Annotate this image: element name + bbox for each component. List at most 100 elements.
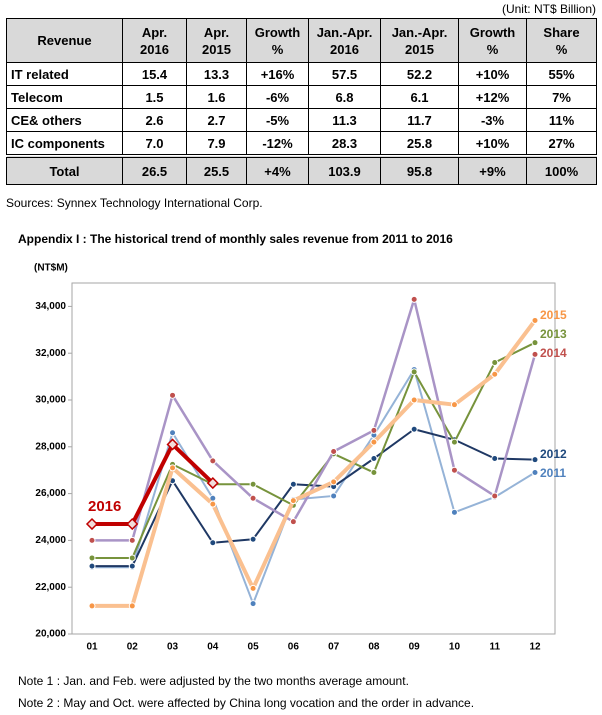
data-point <box>249 584 257 592</box>
data-point <box>249 535 257 543</box>
table-cell: Total <box>6 154 123 185</box>
table-cell: Growth % <box>246 18 309 63</box>
x-tick-label: 07 <box>328 642 340 653</box>
series-line <box>92 442 215 527</box>
x-tick-label: 12 <box>529 642 541 653</box>
table-cell: 27% <box>526 131 597 157</box>
data-point <box>88 536 96 544</box>
data-point <box>491 455 499 462</box>
table-cell: +9% <box>458 154 527 185</box>
table-cell: IC components <box>6 131 123 157</box>
table-cell: Apr. 2015 <box>186 18 247 63</box>
y-tick-label: 26,000 <box>35 488 66 499</box>
x-tick-label: 02 <box>127 642 139 653</box>
table-cell: 7.9 <box>186 131 247 157</box>
data-point <box>370 438 378 446</box>
data-point <box>410 368 418 376</box>
y-tick-label: 34,000 <box>35 301 66 312</box>
data-point <box>330 447 338 455</box>
series-line <box>92 298 537 542</box>
series-line <box>92 319 537 608</box>
table-cell: 57.5 <box>308 62 381 86</box>
table-cell: Telecom <box>6 85 123 109</box>
table-cell: 25.5 <box>186 154 247 185</box>
series-label: 2013 <box>540 327 567 341</box>
data-point <box>126 517 139 531</box>
table-cell: CE& others <box>6 108 123 132</box>
table-row: CE& others 2.6 2.7 -5% 11.3 11.7 -3% 11% <box>6 108 597 132</box>
table-cell: 11% <box>526 108 597 132</box>
x-tick-label: 03 <box>167 642 179 653</box>
data-point <box>370 455 378 462</box>
series-label: 2016 <box>88 498 121 515</box>
data-point <box>85 517 99 531</box>
data-point <box>128 562 136 570</box>
table-cell: 55% <box>526 62 597 86</box>
table-row: Total 26.5 25.5 +4% 103.9 95.8 +9% 100% <box>6 154 597 185</box>
table-cell: Share % <box>526 18 597 63</box>
table-cell: 6.8 <box>308 85 381 109</box>
data-point <box>88 562 96 570</box>
series-label: 2014 <box>540 346 567 360</box>
data-point <box>410 396 418 404</box>
data-point <box>209 457 217 465</box>
x-tick-label: 06 <box>288 642 300 653</box>
note: Note 1 : Jan. and Feb. were adjusted by … <box>18 674 409 688</box>
x-tick-label: 08 <box>368 642 380 653</box>
table-cell: 52.2 <box>380 62 459 86</box>
table-cell: -5% <box>246 108 309 132</box>
data-point <box>410 295 418 303</box>
table-cell: -12% <box>246 131 309 157</box>
y-tick-label: 28,000 <box>35 441 66 452</box>
data-point <box>206 477 219 490</box>
y-tick-label: 32,000 <box>35 348 66 359</box>
plot-area <box>71 282 556 635</box>
table-row: IT related 15.4 13.3 +16% 57.5 52.2 +10% 55% <box>6 62 597 86</box>
table-cell: IT related <box>6 62 123 86</box>
y-tick-label: 30,000 <box>35 395 66 406</box>
table-cell: +12% <box>458 85 527 109</box>
data-point <box>491 359 499 367</box>
table-cell: 2.7 <box>186 108 247 132</box>
table-cell: -6% <box>246 85 309 109</box>
data-point <box>370 426 378 434</box>
x-tick-label: 05 <box>248 642 260 653</box>
table-cell: 6.1 <box>380 85 459 109</box>
note: Note 2 : May and Oct. were affected by C… <box>18 696 474 710</box>
series-label: 2012 <box>540 447 567 461</box>
table-cell: 1.6 <box>186 85 247 109</box>
y-axis-label: (NT$M) <box>34 263 68 274</box>
data-point <box>531 469 539 477</box>
table-cell: +10% <box>458 131 527 157</box>
table-cell: 2.6 <box>122 108 187 132</box>
table-cell: Apr. 2016 <box>122 18 187 63</box>
data-point <box>88 554 96 562</box>
table-cell: Jan.-Apr. 2015 <box>380 18 459 63</box>
series-line <box>92 341 536 559</box>
data-point <box>450 466 458 474</box>
data-point <box>491 370 499 378</box>
data-point <box>491 492 499 500</box>
data-point <box>169 391 177 399</box>
data-point <box>128 536 136 544</box>
data-point <box>209 539 217 547</box>
x-tick-label: 09 <box>409 642 421 653</box>
x-tick-label: 04 <box>207 642 219 653</box>
table-cell: 11.3 <box>308 108 381 132</box>
table-cell: Growth % <box>458 18 527 63</box>
table-row: Revenue Apr. 2016 Apr. 2015 Growth % Jan.-Ap… <box>6 18 597 63</box>
table-cell: +10% <box>458 62 527 86</box>
data-point <box>531 456 539 464</box>
y-tick-label: 24,000 <box>35 535 66 546</box>
data-point <box>169 464 177 472</box>
data-point <box>249 480 257 488</box>
data-point <box>330 492 338 500</box>
data-point <box>450 508 458 516</box>
data-point <box>128 554 136 562</box>
data-point <box>410 425 418 433</box>
table-cell: 28.3 <box>308 131 381 157</box>
data-point <box>169 429 177 437</box>
table-row: IC components 7.0 7.9 -12% 28.3 25.8 +10% 27% <box>6 131 597 157</box>
y-tick-label: 20,000 <box>35 629 66 640</box>
